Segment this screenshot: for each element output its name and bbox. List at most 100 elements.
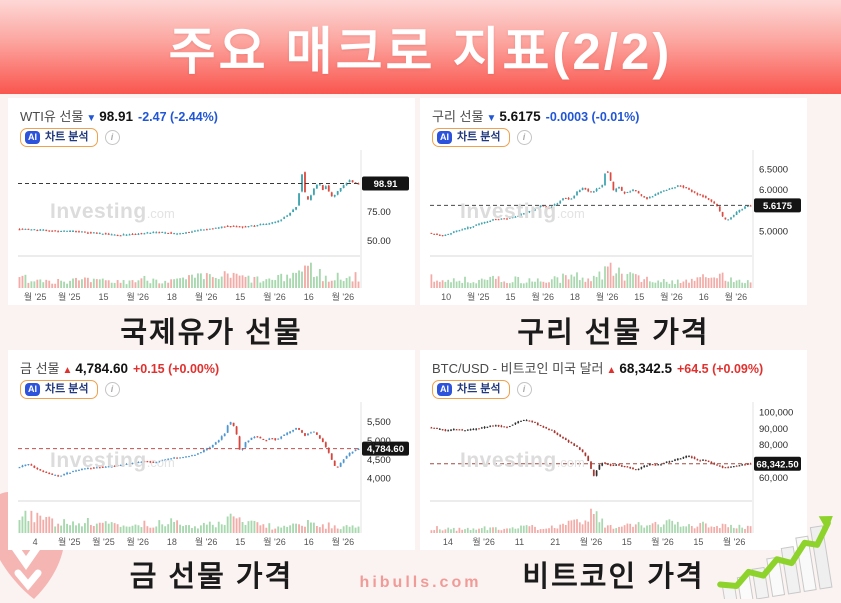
svg-text:월 '26: 월 '26	[725, 291, 748, 302]
instrument-name: 구리 선물	[432, 109, 484, 124]
svg-text:6.0000: 6.0000	[759, 185, 788, 196]
ai-badge: AI	[437, 130, 452, 144]
svg-text:5,500: 5,500	[367, 417, 391, 428]
price-up-icon: ▲	[62, 365, 73, 376]
header-band: 주요 매크로 지표(2/2)	[0, 0, 841, 94]
chart-card-wti: WTI유 선물 ▼ 98.91 -2.47 (-2.44%) AI 차트 분석 i Inves…	[8, 98, 415, 305]
candlestick-chart-btc[interactable]: Investing.com 68,342.50 100,000 90,000 80,00…	[428, 400, 804, 548]
svg-text:75.00: 75.00	[367, 207, 391, 218]
svg-text:4,000: 4,000	[367, 474, 391, 485]
price-down-icon: ▼	[86, 113, 97, 124]
chart-caption-btc: 비트코인 가격	[522, 561, 705, 593]
chart-card-gold: 금 선물 ▲ 4,784.60 +0.15 (+0.00%) AI 차트 분석 i Inves…	[8, 350, 415, 550]
svg-text:월 '25: 월 '25	[58, 536, 81, 547]
site-footer: hibulls.com	[359, 574, 482, 591]
svg-text:월 '26: 월 '26	[126, 536, 149, 547]
candlestick-chart-gold[interactable]: Investing.com 4,784.60 5,500 5,000 4,500 4,00…	[16, 400, 412, 548]
ai-chart-analysis-button[interactable]: AI 차트 분석	[20, 379, 98, 399]
svg-text:18: 18	[167, 292, 177, 302]
svg-text:68,342.50: 68,342.50	[756, 459, 798, 470]
ai-chart-analysis-button[interactable]: AI 차트 분석	[432, 379, 510, 399]
svg-text:월 '25: 월 '25	[58, 291, 81, 302]
svg-text:16: 16	[304, 537, 314, 547]
svg-text:50.00: 50.00	[367, 236, 391, 247]
svg-text:월 '26: 월 '26	[332, 536, 355, 547]
svg-text:16: 16	[699, 292, 709, 302]
svg-text:월 '25: 월 '25	[24, 291, 47, 302]
last-price: 5.6175	[499, 109, 541, 124]
svg-text:15: 15	[693, 537, 703, 547]
svg-text:15: 15	[235, 292, 245, 302]
svg-text:월 '26: 월 '26	[263, 291, 286, 302]
price-change: +0.15 (+0.00%)	[132, 362, 220, 376]
svg-text:월 '26: 월 '26	[531, 291, 554, 302]
ai-chart-analysis-button[interactable]: AI 차트 분석	[20, 127, 98, 147]
svg-text:14: 14	[443, 537, 453, 547]
svg-text:월 '26: 월 '26	[126, 291, 149, 302]
svg-text:5.6175: 5.6175	[763, 201, 793, 212]
svg-text:월 '25: 월 '25	[92, 536, 115, 547]
svg-text:21: 21	[550, 537, 560, 547]
candlestick-chart-copper[interactable]: Investing.com 5.6175 6.5000 6.0000 5.0000 10 월…	[428, 148, 804, 303]
ai-badge: AI	[437, 382, 452, 396]
svg-text:4: 4	[33, 537, 38, 547]
svg-text:월 '26: 월 '26	[651, 536, 674, 547]
last-price: 4,784.60	[75, 361, 128, 376]
svg-text:4,500: 4,500	[367, 455, 391, 466]
last-price: 98.91	[99, 109, 134, 124]
svg-text:11: 11	[515, 537, 524, 547]
svg-text:4,784.60: 4,784.60	[367, 444, 404, 455]
instrument-name: WTI유 선물	[20, 109, 84, 124]
svg-text:15: 15	[98, 292, 108, 302]
svg-text:15: 15	[622, 537, 632, 547]
chart-card-copper: 구리 선물 ▼ 5.6175 -0.0003 (-0.01%) AI 차트 분석 i Inve…	[420, 98, 807, 305]
svg-text:18: 18	[570, 292, 580, 302]
svg-text:16: 16	[304, 292, 314, 302]
info-icon[interactable]: i	[104, 381, 120, 397]
svg-text:월 '26: 월 '26	[723, 536, 746, 547]
svg-text:월 '26: 월 '26	[332, 291, 355, 302]
instrument-header: 구리 선물 ▼ 5.6175 -0.0003 (-0.01%)	[432, 106, 801, 124]
ai-button-label: 차트 분석	[457, 130, 501, 143]
price-change: -2.47 (-2.44%)	[138, 110, 218, 124]
info-icon[interactable]: i	[516, 129, 532, 145]
svg-text:100,000: 100,000	[759, 408, 793, 419]
svg-text:월 '26: 월 '26	[596, 291, 619, 302]
chart-caption-copper: 구리 선물 가격	[517, 317, 710, 349]
svg-text:5.0000: 5.0000	[759, 226, 788, 237]
chart-card-btc: BTC/USD - 비트코인 미국 달러 ▲ 68,342.5 +64.5 (+0.0…	[420, 350, 807, 550]
chart-caption-wti: 국제유가 선물	[120, 317, 303, 349]
svg-text:80,000: 80,000	[759, 440, 788, 451]
svg-text:5,000: 5,000	[367, 436, 391, 447]
price-change: +64.5 (+0.09%)	[676, 362, 764, 376]
ai-badge: AI	[25, 382, 40, 396]
svg-text:월 '26: 월 '26	[263, 536, 286, 547]
last-price: 68,342.5	[619, 361, 672, 376]
instrument-header: WTI유 선물 ▼ 98.91 -2.47 (-2.44%)	[20, 106, 409, 124]
page-title: 주요 매크로 지표(2/2)	[168, 23, 673, 80]
svg-text:15: 15	[634, 292, 644, 302]
svg-text:월 '26: 월 '26	[580, 536, 603, 547]
svg-text:월 '26: 월 '26	[472, 536, 495, 547]
candlestick-chart-wti[interactable]: Investing.com 98.91 75.00 50.00 월 '25 월 '25 15…	[16, 148, 412, 303]
chart-caption-gold: 금 선물 가격	[129, 561, 294, 593]
svg-text:10: 10	[441, 292, 451, 302]
info-icon[interactable]: i	[104, 129, 120, 145]
instrument-name: BTC/USD - 비트코인 미국 달러	[432, 361, 604, 376]
info-icon[interactable]: i	[516, 381, 532, 397]
svg-text:15: 15	[235, 537, 245, 547]
ai-chart-analysis-button[interactable]: AI 차트 분석	[432, 127, 510, 147]
instrument-name: 금 선물	[20, 361, 60, 376]
svg-text:월 '26: 월 '26	[195, 536, 218, 547]
svg-text:98.91: 98.91	[374, 179, 398, 190]
price-up-icon: ▲	[606, 365, 617, 376]
instrument-header: 금 선물 ▲ 4,784.60 +0.15 (+0.00%)	[20, 358, 409, 376]
svg-text:18: 18	[167, 537, 177, 547]
ai-button-label: 차트 분석	[457, 382, 501, 395]
ai-button-label: 차트 분석	[45, 130, 89, 143]
svg-text:90,000: 90,000	[759, 424, 788, 435]
instrument-header: BTC/USD - 비트코인 미국 달러 ▲ 68,342.5 +64.5 (+0.0…	[432, 358, 801, 376]
svg-text:60,000: 60,000	[759, 473, 788, 484]
ai-badge: AI	[25, 130, 40, 144]
svg-text:월 '26: 월 '26	[660, 291, 683, 302]
